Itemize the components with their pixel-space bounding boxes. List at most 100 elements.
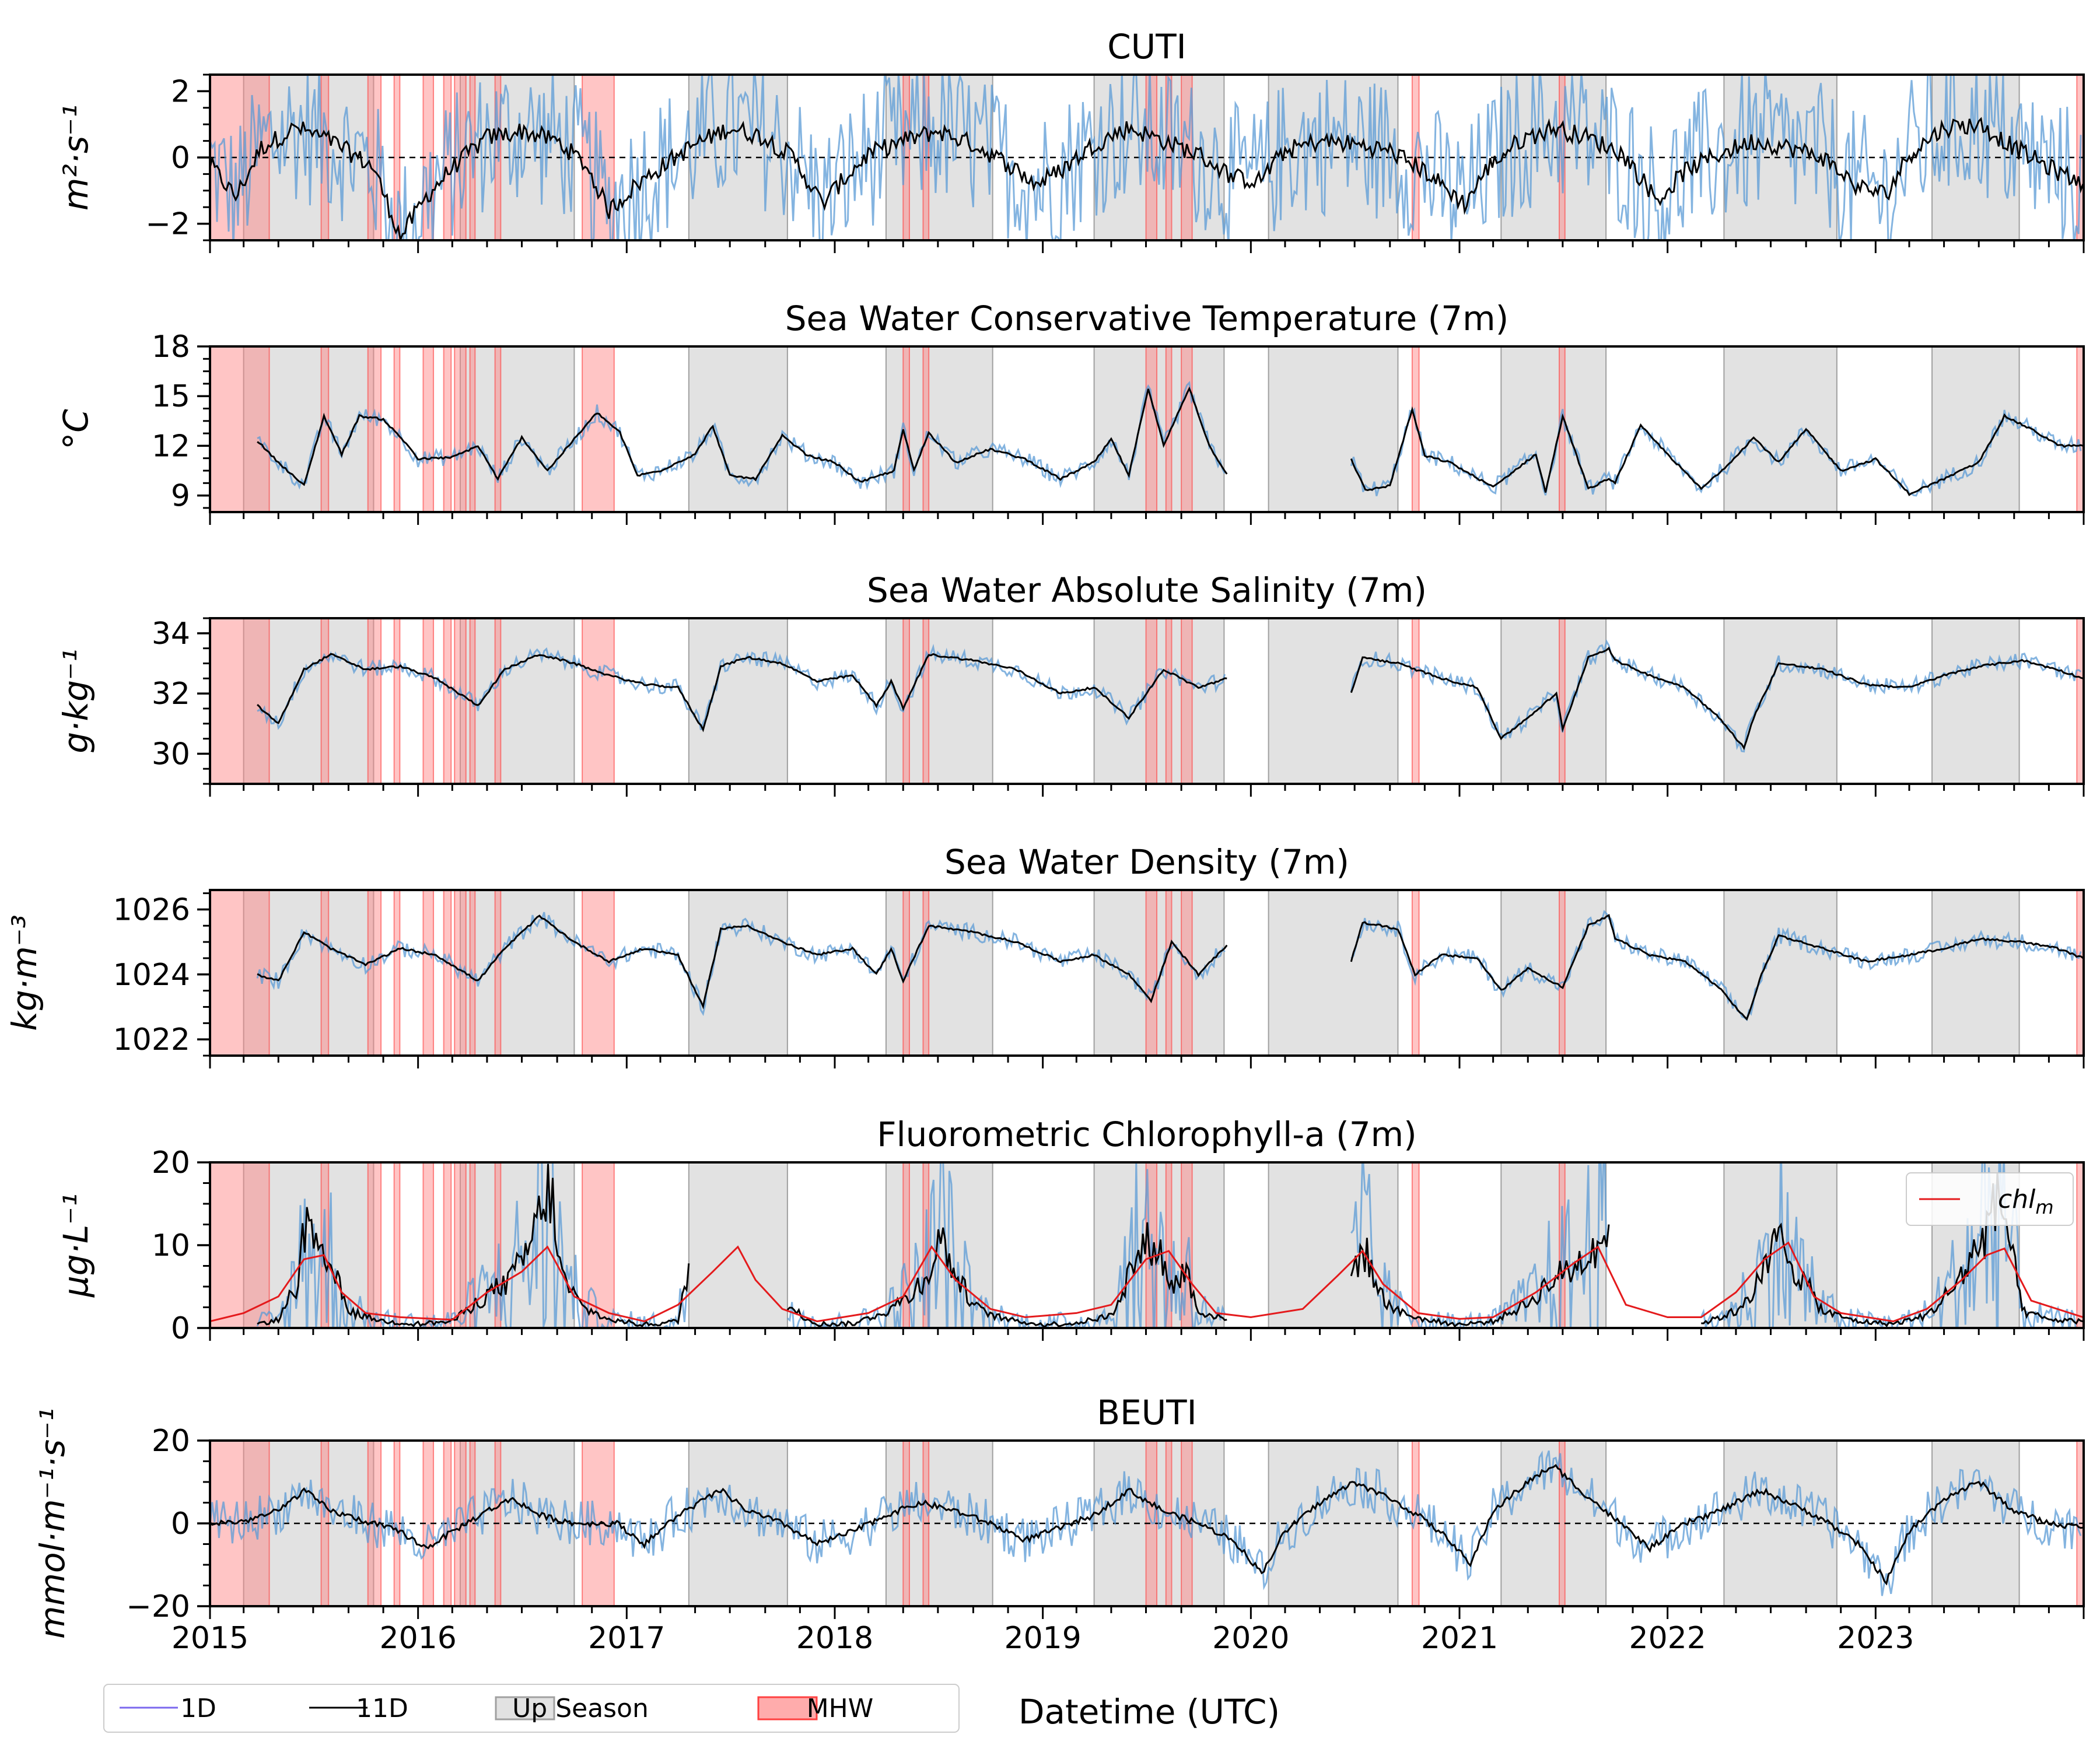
panel-plot-area — [210, 346, 2084, 512]
up-season-band — [459, 346, 575, 512]
mhw-band — [210, 1162, 270, 1328]
panel-title: Sea Water Absolute Salinity (7m) — [867, 570, 1427, 610]
up-season-band — [688, 618, 788, 784]
y-tick-label: 9 — [171, 479, 190, 514]
mhw-band — [443, 1162, 452, 1328]
up-season-band — [459, 618, 575, 784]
mhw-band — [1165, 890, 1172, 1056]
panel-plot-area — [210, 890, 2084, 1056]
up-season-band — [1931, 890, 2020, 1056]
mhw-band — [1558, 618, 1566, 784]
y-axis-label: °C — [56, 409, 96, 450]
y-tick-label: 1024 — [113, 958, 190, 993]
series-1d-line — [786, 1162, 1226, 1328]
mhw-band — [494, 618, 502, 784]
mhw-band — [320, 890, 330, 1056]
up-season-band — [1268, 1162, 1399, 1328]
y-tick-label: 12 — [152, 429, 190, 464]
mhw-band — [2076, 1162, 2084, 1328]
y-tick-label: 1026 — [113, 892, 190, 927]
mhw-band — [1165, 1162, 1172, 1328]
series-11d-line — [786, 1222, 1227, 1328]
legend-chlm-base: chl — [1998, 1185, 2036, 1214]
mhw-band — [422, 890, 435, 1056]
mhw-band — [2076, 618, 2084, 784]
mhw-band — [367, 346, 382, 512]
series-11d-line — [1350, 406, 2084, 496]
mhw-band — [922, 890, 930, 1056]
y-tick-label: 0 — [171, 1506, 190, 1541]
mhw-band — [393, 890, 401, 1056]
series-11d-line — [210, 1464, 2084, 1586]
y-axis-label: mmol·m⁻¹·s⁻¹ — [33, 1408, 72, 1639]
mhw-band — [1181, 890, 1193, 1056]
mhw-band — [210, 618, 270, 784]
mhw-band — [367, 618, 382, 784]
series-11d-line — [1350, 913, 2084, 1021]
panel-2: Sea Water Conservative Temperature (7m) 9… — [56, 299, 2085, 525]
panel-1: CUTI −2 0 2 m²·s⁻¹ — [56, 27, 2085, 253]
up-season-band — [688, 346, 788, 512]
y-axis-label: μg·L⁻¹ — [56, 1193, 96, 1298]
mhw-band — [422, 618, 435, 784]
mhw-band — [1558, 1441, 1566, 1606]
up-season-band — [688, 1162, 788, 1328]
y-tick-label: 34 — [152, 616, 190, 651]
y-tick-label: 18 — [152, 330, 190, 365]
panel-6: BEUTI −20 0 20 mmol·m⁻¹·s⁻¹ — [33, 1393, 2085, 1639]
x-tick-label: 2021 — [1421, 1621, 1498, 1656]
mhw-band — [210, 346, 270, 512]
mhw-band — [422, 1162, 435, 1328]
series-1d-line — [1700, 1162, 2077, 1328]
mhw-band — [1411, 618, 1420, 784]
series-11d-line — [1350, 1224, 1610, 1328]
series-11d-line — [210, 117, 2084, 240]
series-11d-line — [1350, 646, 2084, 751]
series-11d-line — [257, 914, 1228, 1010]
legend-label: MHW — [807, 1694, 874, 1723]
mhw-band — [443, 890, 452, 1056]
panel-title: CUTI — [1107, 27, 1186, 66]
up-season-band — [1931, 618, 2020, 784]
mhw-band — [582, 75, 615, 240]
y-tick-label: 10 — [152, 1228, 190, 1263]
mhw-band — [922, 346, 930, 512]
mhw-band — [469, 346, 476, 512]
y-axis-label: kg·m⁻³ — [5, 914, 44, 1031]
legend-swatch-patch — [757, 1696, 818, 1721]
mhw-band — [1145, 890, 1158, 1056]
up-season-band — [688, 890, 788, 1056]
up-season-band — [1268, 890, 1399, 1056]
x-axis-label: Datetime (UTC) — [1019, 1692, 1280, 1732]
legend-box — [1906, 1172, 2074, 1226]
up-season-band — [1723, 890, 1838, 1056]
up-season-band — [885, 618, 993, 784]
mhw-band — [1181, 618, 1193, 784]
panel-plot-area — [210, 1441, 2084, 1606]
mhw-band — [443, 346, 452, 512]
mhw-band — [469, 1162, 476, 1328]
up-season-band — [243, 890, 374, 1056]
series-11d-line — [1701, 1172, 2084, 1327]
mhw-band — [582, 1162, 615, 1328]
mhw-band — [393, 1162, 401, 1328]
mhw-band — [393, 618, 401, 784]
mhw-band — [494, 890, 502, 1056]
y-tick-label: −2 — [145, 207, 190, 242]
legend-swatch-patch — [495, 1696, 555, 1721]
legend-label: 1D — [180, 1694, 216, 1723]
mhw-band — [922, 618, 930, 784]
x-tick-label: 2017 — [588, 1621, 665, 1656]
mhw-band — [1181, 346, 1193, 512]
legend-label: 11D — [356, 1694, 408, 1723]
mhw-band — [1145, 618, 1158, 784]
mhw-band — [2076, 890, 2084, 1056]
up-season-band — [1500, 346, 1607, 512]
panel-title: Sea Water Density (7m) — [944, 842, 1349, 882]
x-tick-label: 2019 — [1004, 1621, 1081, 1656]
panel-4: Sea Water Density (7m) 1022 1024 1026 kg·m⁻³ — [5, 842, 2085, 1068]
y-tick-label: 30 — [152, 737, 190, 772]
panel-title: Sea Water Conservative Temperature (7m) — [785, 299, 1509, 338]
mhw-band — [1165, 618, 1172, 784]
